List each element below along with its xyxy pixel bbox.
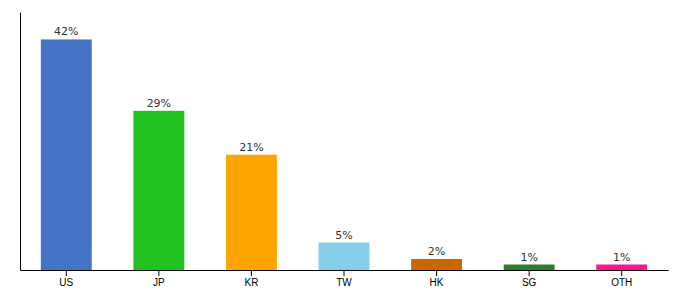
- x-tick-label: TW: [336, 277, 352, 288]
- bar: [226, 155, 277, 270]
- data-label: 1%: [520, 251, 537, 264]
- x-tick-label: US: [59, 277, 73, 288]
- x-axis: US JP KR TW HK SG OTH: [21, 270, 669, 288]
- x-tick-label: JP: [153, 277, 165, 288]
- chart-container: US JP KR TW HK SG OTH 42% 29% 21% 5% 2% 1% 1%: [0, 0, 680, 300]
- bars: [41, 39, 647, 270]
- y-axis-line: [20, 13, 21, 271]
- x-tick: HK: [430, 270, 444, 288]
- data-label: 5%: [335, 229, 352, 242]
- x-tick-mark: [436, 270, 437, 276]
- bar: [319, 243, 370, 270]
- x-tick-mark: [621, 270, 622, 276]
- bar: [596, 265, 647, 270]
- bar: [133, 111, 184, 270]
- data-label: 21%: [239, 141, 263, 154]
- x-tick-mark: [344, 270, 345, 276]
- x-tick-label: SG: [522, 277, 537, 288]
- x-tick-label: HK: [430, 277, 444, 288]
- x-tick-label: OTH: [611, 277, 632, 288]
- y-axis: [20, 13, 21, 271]
- x-tick-mark: [251, 270, 252, 276]
- bar: [504, 265, 555, 270]
- x-tick-label: KR: [244, 277, 258, 288]
- plot: US JP KR TW HK SG OTH 42% 29% 21% 5% 2% 1% 1%: [21, 13, 669, 289]
- data-label: 29%: [147, 97, 171, 110]
- bar: [41, 39, 92, 270]
- x-tick: JP: [153, 270, 165, 288]
- x-tick: OTH: [611, 270, 632, 288]
- data-label: 1%: [613, 251, 630, 264]
- bar: [411, 259, 462, 270]
- x-tick-mark: [158, 270, 159, 276]
- data-labels: 42% 29% 21% 5% 2% 1% 1%: [54, 25, 630, 263]
- x-tick-mark: [529, 270, 530, 276]
- x-tick: US: [59, 270, 73, 288]
- x-tick: SG: [522, 270, 537, 288]
- x-tick: TW: [336, 270, 352, 288]
- data-label: 42%: [54, 25, 78, 38]
- chart-svg: US JP KR TW HK SG OTH 42% 29% 21% 5% 2% 1% 1%: [0, 0, 680, 300]
- x-tick: KR: [244, 270, 258, 288]
- x-tick-mark: [66, 270, 67, 276]
- data-label: 2%: [428, 245, 445, 258]
